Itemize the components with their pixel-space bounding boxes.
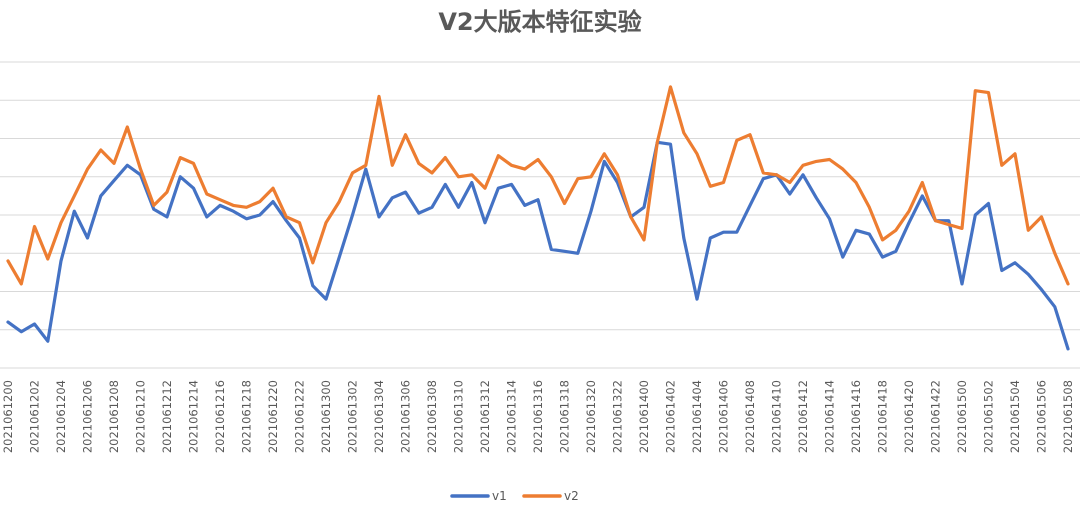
x-tick-label: 2021061316 xyxy=(531,380,545,453)
x-tick-label: 2021061212 xyxy=(160,380,174,453)
x-axis-tick-labels: 2021061200 2021061202 2021061204 2021061206… xyxy=(1,380,1075,453)
series-line-v2 xyxy=(6,85,1070,286)
x-tick-label: 2021061204 xyxy=(54,380,68,453)
x-tick-label: 2021061406 xyxy=(717,380,731,453)
x-tick-label: 2021061306 xyxy=(399,380,413,453)
x-tick-label: 2021061420 xyxy=(902,380,916,453)
x-tick-label: 2021061402 xyxy=(664,380,678,453)
x-tick-label: 2021061312 xyxy=(478,380,492,453)
legend: v1 v2 xyxy=(450,489,579,503)
x-tick-label: 2021061322 xyxy=(611,380,625,453)
x-tick-label: 2021061318 xyxy=(558,380,572,453)
legend-label-v1: v1 xyxy=(492,489,507,503)
x-tick-label: 2021061408 xyxy=(743,380,757,453)
x-tick-label: 2021061410 xyxy=(770,380,784,453)
x-tick-label: 2021061502 xyxy=(982,380,996,453)
x-tick-label: 2021061400 xyxy=(637,380,651,453)
x-tick-label: 2021061304 xyxy=(372,380,386,453)
x-tick-label: 2021061414 xyxy=(823,380,837,453)
x-tick-label: 2021061320 xyxy=(584,380,598,453)
chart-title: V2大版本特征实验 xyxy=(438,8,642,36)
x-tick-label: 2021061302 xyxy=(346,380,360,453)
x-tick-label: 2021061214 xyxy=(187,380,201,453)
x-tick-label: 2021061210 xyxy=(134,380,148,453)
x-tick-label: 2021061504 xyxy=(1008,380,1022,453)
x-tick-label: 2021061416 xyxy=(849,380,863,453)
x-tick-label: 2021061216 xyxy=(213,380,227,453)
x-tick-label: 2021061314 xyxy=(505,380,519,453)
x-tick-label: 2021061200 xyxy=(1,380,15,453)
series-line-v1 xyxy=(6,140,1070,351)
x-tick-label: 2021061404 xyxy=(690,380,704,453)
x-tick-label: 2021061422 xyxy=(929,380,943,453)
series-lines xyxy=(6,85,1070,351)
legend-label-v2: v2 xyxy=(564,489,579,503)
x-tick-label: 2021061220 xyxy=(266,380,280,453)
x-tick-label: 2021061308 xyxy=(425,380,439,453)
x-tick-label: 2021061508 xyxy=(1061,380,1075,453)
x-tick-label: 2021061418 xyxy=(876,380,890,453)
x-tick-label: 2021061222 xyxy=(293,380,307,453)
x-tick-label: 2021061218 xyxy=(240,380,254,453)
x-tick-label: 2021061506 xyxy=(1035,380,1049,453)
gridlines xyxy=(0,61,1080,369)
x-tick-label: 2021061412 xyxy=(796,380,810,453)
x-tick-label: 2021061206 xyxy=(81,380,95,453)
x-tick-label: 2021061300 xyxy=(319,380,333,453)
x-tick-label: 2021061202 xyxy=(28,380,42,453)
x-tick-label: 2021061500 xyxy=(955,380,969,453)
x-tick-label: 2021061208 xyxy=(107,380,121,453)
x-tick-label: 2021061310 xyxy=(452,380,466,453)
